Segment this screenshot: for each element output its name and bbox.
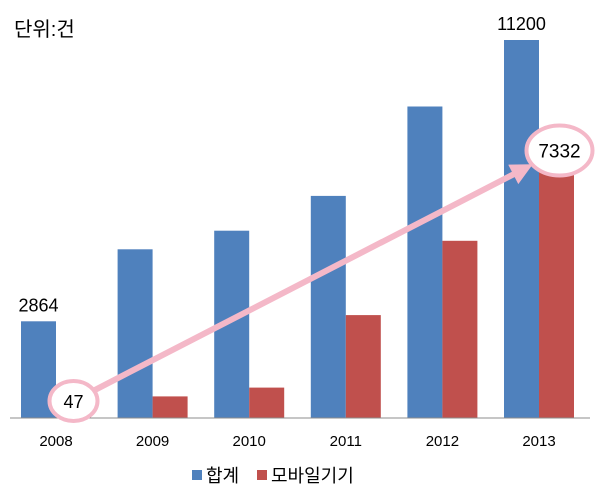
- data-label-mobile-2008: 47: [63, 392, 83, 412]
- bar-mobile-2010: [249, 387, 285, 418]
- legend: 합계 모바일기기: [192, 466, 354, 486]
- unit-label: 단위:건: [14, 18, 75, 41]
- legend-swatch-mobile: [257, 470, 267, 480]
- highlight-circle-start: [47, 379, 100, 423]
- bar-mobile-2013: [539, 170, 574, 418]
- bar-mobile-2011: [345, 315, 381, 418]
- x-tick-labels: 2008 2009 2010 2011 2012 2013: [39, 433, 555, 450]
- data-labels: 2864 11200 47 7332: [18, 14, 580, 412]
- bar-total-2012: [407, 106, 443, 418]
- trend-annotation: [47, 123, 595, 423]
- bar-total-2011: [310, 195, 346, 418]
- legend-label-total: 합계: [206, 466, 239, 486]
- bars: [21, 40, 574, 419]
- data-label-total-2013: 11200: [497, 14, 546, 34]
- trend-arrow-line: [90, 171, 517, 394]
- bar-mobile-2009: [152, 396, 188, 418]
- data-label-mobile-2013: 7332: [538, 142, 580, 163]
- bar-total-2013: [504, 40, 539, 418]
- x-tick-label-2008: 2008: [39, 433, 72, 450]
- x-tick-label-2013: 2013: [522, 433, 555, 450]
- legend-label-mobile: 모바일기기: [271, 466, 354, 486]
- data-label-total-2008: 2864: [18, 295, 58, 315]
- legend-swatch-total: [192, 470, 202, 480]
- highlight-circle-end: [524, 123, 595, 178]
- trend-arrow-head: [508, 164, 533, 185]
- x-tick-label-2012: 2012: [426, 433, 459, 450]
- bar-mobile-2012: [442, 240, 478, 418]
- bar-total-2009: [117, 249, 153, 419]
- x-tick-label-2009: 2009: [136, 433, 169, 450]
- x-tick-label-2010: 2010: [233, 433, 266, 450]
- x-tick-label-2011: 2011: [330, 433, 362, 450]
